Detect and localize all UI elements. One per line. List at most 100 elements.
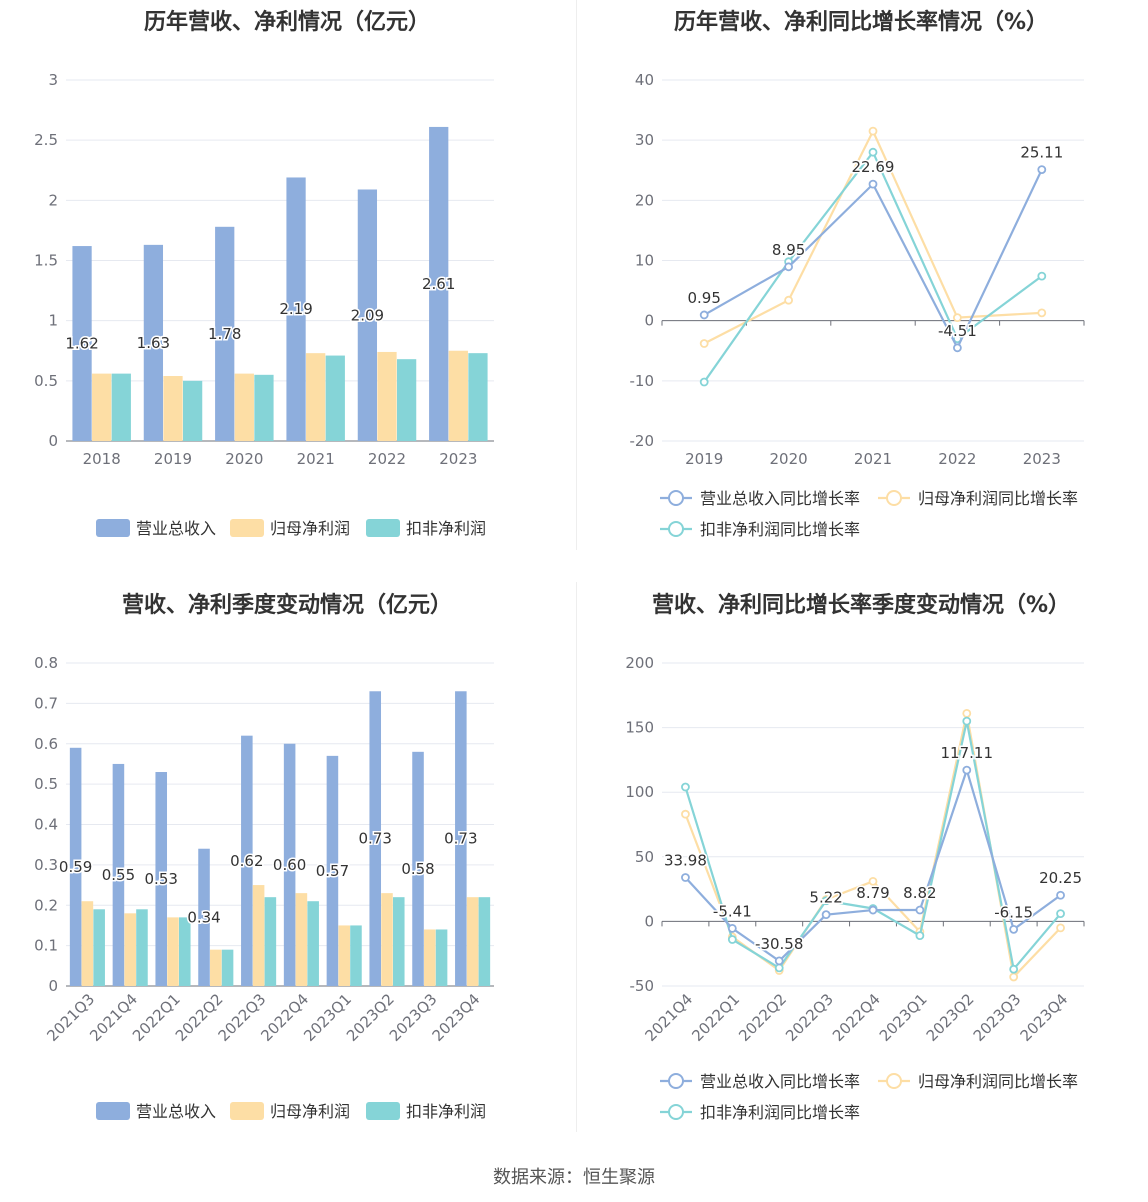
bar [392,897,405,986]
bar [338,925,350,986]
y-tick-label: 10 [635,252,654,270]
legend-swatch [96,519,130,537]
bar [326,755,339,986]
series-point [784,295,794,305]
y-tick-label: 0.8 [34,654,58,672]
bar-value-label: 0.73 [444,830,477,848]
series-point [1056,923,1065,933]
bar [325,355,345,441]
chart-panel-annual-growth: 历年营收、净利同比增长率情况（%） -20 -10 0 10 20 30 40 2019 202… [574,0,1148,575]
legend-marker [668,490,684,506]
y-tick-label: 0.1 [34,937,58,955]
bar [252,885,265,986]
bar-value-label: 0.34 [187,908,220,926]
y-tick-label: 0.6 [34,735,58,753]
point-value-label: 0.95 [687,289,720,307]
y-tick-label: 150 [625,719,654,737]
series-point [774,956,784,966]
bar [241,735,253,986]
legend-swatch [96,1102,130,1120]
x-tick-label: 2022Q3 [782,990,837,1045]
bar [143,244,164,441]
y-tick-label: 0.5 [34,775,58,793]
series-point [1009,972,1019,982]
bar [124,913,136,986]
series-point [868,126,878,136]
series-point [1009,964,1019,974]
bar [178,917,191,986]
chart-title: 历年营收、净利情况（亿元） [143,10,430,35]
bar-value-label: 2.61 [422,275,455,293]
y-tick-label: 0.7 [34,694,58,712]
chart-title: 营收、净利季度变动情况（亿元） [121,593,452,618]
bar [254,374,274,441]
x-tick-label: 2019 [154,450,192,468]
x-tick-label: 2021 [854,450,892,468]
point-value-label: 5.22 [809,889,842,907]
bar [93,909,105,986]
y-tick-label: 0 [48,432,58,450]
panel-divider [576,0,577,550]
y-tick-label: 20 [635,191,654,209]
series-line [684,766,1062,963]
series-point [952,313,962,323]
bar [435,929,448,986]
y-tick-label: 0 [644,912,654,930]
y-tick-label: -10 [630,372,655,390]
series-point [774,963,784,973]
series-point [1037,271,1047,281]
bar [396,359,417,441]
legend-label: 归母净利润 [270,519,350,538]
bar [264,897,277,986]
series-point [681,873,690,882]
legend-label: 扣非净利润 [406,519,486,538]
chart-svg: -20 -10 0 10 20 30 40 2019 2020 2021 2022 2023 0.95 8… [630,71,1085,539]
legend-marker [668,1104,684,1120]
point-value-label: 8.79 [856,884,889,902]
point-value-label: 8.95 [772,241,805,259]
legend-label: 归母净利润 [270,1102,350,1121]
bar-value-label: 0.55 [102,866,135,884]
legend-label: 扣非净利润同比增长率 [700,1103,860,1122]
legend-marker [668,1073,684,1089]
point-value-label: -30.58 [755,935,803,953]
bar [412,751,424,986]
bar [350,925,362,986]
bar [455,691,467,986]
x-tick-label: 2023Q4 [1017,990,1072,1045]
y-tick-label: 0 [48,977,58,995]
point-value-label: -4.51 [938,322,977,340]
y-tick-label: 0.3 [34,856,58,874]
y-tick-label: -20 [630,432,655,450]
x-tick-label: 2022 [938,450,976,468]
series-point [784,262,794,272]
bar-value-label: 0.73 [359,830,392,848]
legend-label: 营业总收入同比增长率 [700,1072,860,1091]
x-tick-label: 2021Q4 [641,990,696,1045]
bar [283,743,296,986]
x-tick-label: 2021 [297,450,335,468]
bar [377,351,397,441]
series-point [962,708,972,718]
bar [112,763,125,986]
series-point [915,931,925,941]
chart-title: 历年营收、净利同比增长率情况（%） [673,10,1049,35]
y-tick-label: 0.4 [34,816,58,834]
bar [182,380,203,441]
bar [215,226,235,441]
x-tick-label: 2023Q3 [970,990,1025,1045]
chart-panel-quarter-revenue: 营收、净利季度变动情况（亿元） 0 0.1 0.2 0.3 0.4 0.5 0.6 0.7 0.… [0,583,574,1158]
x-tick-label: 2023Q4 [429,990,484,1045]
series-point [699,339,709,348]
series-point [699,377,709,387]
x-tick-label: 2022Q2 [735,990,790,1045]
panel-divider [576,582,577,1132]
bar [69,747,82,986]
series-point [868,147,878,157]
series-point [821,910,831,920]
bar [210,949,222,986]
series-point [868,876,878,886]
point-value-label: 25.11 [1020,144,1063,162]
bar [306,353,326,441]
x-tick-label: 2022Q4 [829,990,884,1045]
